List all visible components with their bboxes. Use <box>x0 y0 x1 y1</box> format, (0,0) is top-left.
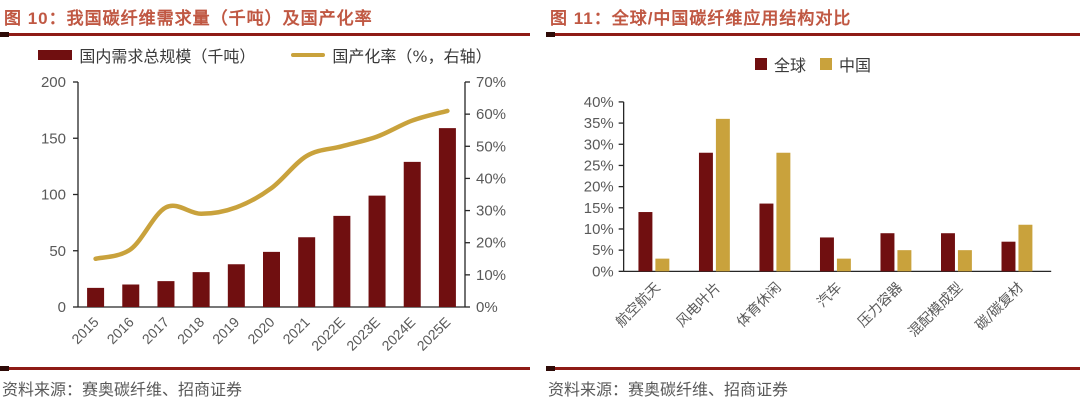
figure-10-source-rule <box>0 366 530 371</box>
svg-text:2017: 2017 <box>139 314 172 347</box>
legend-label-global: 全球 <box>773 55 806 75</box>
svg-text:50%: 50% <box>476 138 506 155</box>
svg-text:10%: 10% <box>584 221 614 238</box>
legend-label-localization-rate: 国产化率（%，右轴） <box>332 47 492 66</box>
svg-text:2019: 2019 <box>209 314 242 347</box>
rule-tab <box>0 32 9 37</box>
svg-text:40%: 40% <box>584 94 614 111</box>
legend-item-china: 中国 <box>820 52 871 76</box>
axes: 0 50 100 150 200 0% 10% 20% 30% 40% 50% 60% 70% <box>41 74 506 316</box>
svg-text:20%: 20% <box>476 235 506 252</box>
svg-text:0%: 0% <box>476 299 498 316</box>
svg-text:压力容器: 压力容器 <box>854 279 905 330</box>
figure-10-source: 资料来源：赛奥碳纤维、招商证券 <box>0 366 530 408</box>
figure-11-panel: 图 11：全球/中国碳纤维应用结构对比 全球 中国 0% 5% 10% 15% 20% 2… <box>546 0 1080 408</box>
x-axis-labels: 航空航天 风电叶片 体育休闲 汽车 压力容器 混配模成型 碳/碳复材 <box>613 279 1027 340</box>
china-bars <box>655 118 1033 272</box>
figure-11-title: 图 11：全球/中国碳纤维应用结构对比 <box>550 9 852 28</box>
svg-text:风电叶片: 风电叶片 <box>673 280 724 331</box>
svg-text:20%: 20% <box>584 179 614 196</box>
china-swatch <box>820 57 832 70</box>
legend-label-china: 中国 <box>839 55 872 75</box>
svg-text:混配模成型: 混配模成型 <box>906 280 967 341</box>
rule-tab <box>0 366 9 371</box>
figure-10-title: 图 10：我国碳纤维需求量（千吨）及国产化率 <box>4 9 373 28</box>
svg-text:2025E: 2025E <box>414 314 454 354</box>
application-structure-chart: 0% 5% 10% 15% 20% 25% 30% 35% 40% 航空航天 风电叶片 体育休闲 汽车压… <box>584 94 1052 340</box>
svg-text:航空航天: 航空航天 <box>613 280 664 331</box>
figure-10-panel: 图 10：我国碳纤维需求量（千吨）及国产化率 国内需求总规模（千吨） 国产化率（… <box>0 0 530 408</box>
svg-text:70%: 70% <box>476 74 506 91</box>
svg-text:2023E: 2023E <box>343 314 383 354</box>
global-bars <box>638 152 1016 272</box>
svg-text:2022E: 2022E <box>308 314 348 354</box>
svg-text:0%: 0% <box>592 263 614 280</box>
demand-bars <box>87 128 456 307</box>
localization-line <box>93 108 450 262</box>
svg-text:汽车: 汽车 <box>813 279 845 311</box>
svg-text:2020: 2020 <box>244 314 277 347</box>
line-swatch <box>291 53 326 57</box>
legend-label-demand: 国内需求总规模（千吨） <box>79 47 256 66</box>
svg-text:40%: 40% <box>476 170 506 187</box>
rule-tab <box>546 32 555 37</box>
svg-text:15%: 15% <box>584 200 614 217</box>
source-note: 资料来源：赛奥碳纤维、招商证券 <box>2 380 243 399</box>
svg-text:30%: 30% <box>476 203 506 220</box>
figure-11-source: 资料来源：赛奥碳纤维、招商证券 <box>546 366 1080 408</box>
bar-swatch <box>38 50 73 60</box>
legend-item-localization-rate: 国产化率（%，右轴） <box>291 43 492 67</box>
figure-11-title-rule <box>546 32 1080 37</box>
svg-text:10%: 10% <box>476 267 506 284</box>
svg-text:体育休闲: 体育休闲 <box>734 280 785 331</box>
global-swatch <box>754 57 767 70</box>
svg-text:30%: 30% <box>584 136 614 153</box>
legend-item-global: 全球 <box>754 52 806 76</box>
svg-text:2018: 2018 <box>174 314 207 347</box>
figure-11-legend: 全球 中国 <box>546 52 1080 76</box>
svg-text:5%: 5% <box>592 242 614 259</box>
source-note: 资料来源：赛奥碳纤维、招商证券 <box>548 380 789 399</box>
svg-text:200: 200 <box>41 74 66 91</box>
svg-text:150: 150 <box>41 130 66 147</box>
svg-text:35%: 35% <box>584 115 614 132</box>
svg-text:60%: 60% <box>476 106 506 123</box>
svg-text:0: 0 <box>58 299 66 316</box>
legend-item-demand: 国内需求总规模（千吨） <box>38 43 255 67</box>
x-axis-labels: 2015 2016 2017 2018 2019 2020 20212022E2023E20… <box>68 314 453 354</box>
rule-tab <box>546 366 555 371</box>
axes: 0% 5% 10% 15% 20% 25% 30% 35% 40% <box>584 94 1052 280</box>
svg-text:2024E: 2024E <box>378 314 418 354</box>
svg-text:2016: 2016 <box>104 314 137 347</box>
figure-10-legend: 国内需求总规模（千吨） 国产化率（%，右轴） <box>0 44 530 66</box>
svg-text:100: 100 <box>41 187 66 204</box>
svg-text:碳/碳复材: 碳/碳复材 <box>972 279 1027 334</box>
figure-10-title-rule <box>0 32 530 37</box>
figure-11-source-rule <box>546 366 1080 371</box>
svg-text:2015: 2015 <box>68 314 101 347</box>
svg-text:25%: 25% <box>584 157 614 174</box>
svg-text:50: 50 <box>49 243 66 260</box>
